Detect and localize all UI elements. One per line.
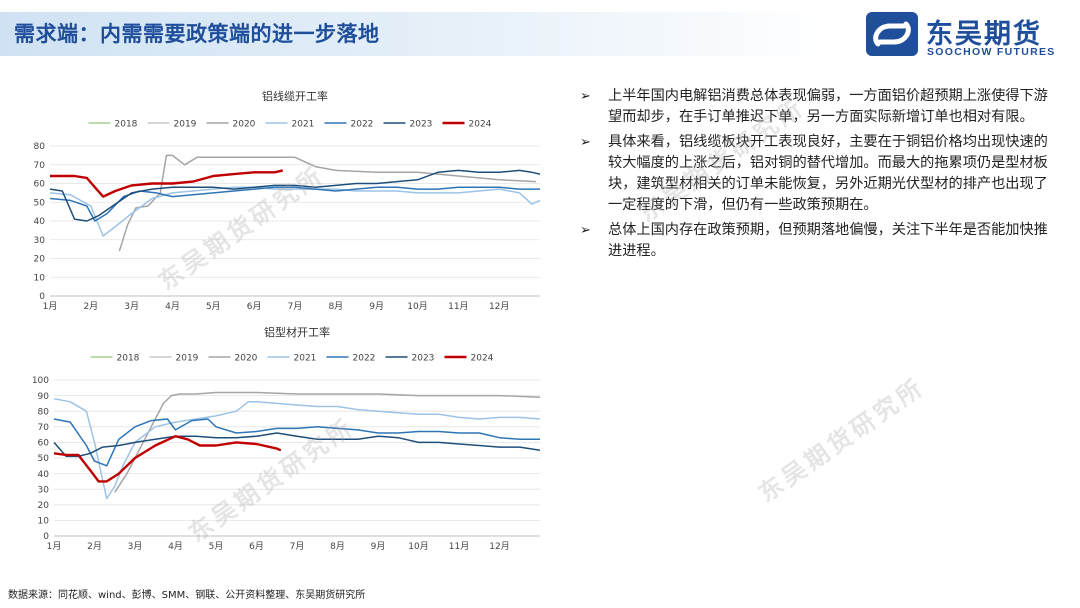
series-line-2022 bbox=[53, 418, 540, 467]
y-tick-label: 30 bbox=[38, 485, 50, 495]
x-tick-label: 12月 bbox=[489, 541, 509, 552]
watermark-text: 东吴期货研究所 bbox=[753, 372, 931, 508]
y-tick-label: 0 bbox=[43, 532, 49, 542]
cable-operating-rate-chart: 铝线缆开工率 2018 2019 2020 2021 2022 2023 2024 0 10 20 3… bbox=[28, 84, 548, 316]
x-tick-label: 8月 bbox=[328, 301, 343, 312]
x-tick-label: 10月 bbox=[408, 541, 428, 552]
y-tick-label: 20 bbox=[34, 255, 46, 265]
x-tick-label: 4月 bbox=[168, 541, 183, 552]
y-tick-label: 60 bbox=[38, 439, 50, 449]
legend-label: 2022 bbox=[353, 354, 376, 364]
legend-label: 2020 bbox=[233, 120, 256, 130]
soochow-logo-icon bbox=[866, 12, 918, 56]
legend-label: 2018 bbox=[117, 354, 140, 364]
legend-label: 2018 bbox=[115, 120, 138, 130]
x-tick-label: 6月 bbox=[249, 541, 264, 552]
bullet-item: ➢ 具体来看，铝线缆板块开工表现良好，主要在于铜铝价格均出现快速的较大幅度的上涨… bbox=[578, 132, 1048, 216]
arrow-bullet-icon: ➢ bbox=[580, 89, 591, 104]
y-tick-label: 40 bbox=[34, 217, 46, 227]
x-tick-label: 5月 bbox=[209, 541, 224, 552]
x-tick-label: 8月 bbox=[330, 541, 345, 552]
y-tick-label: 10 bbox=[38, 517, 50, 527]
legend-label: 2024 bbox=[471, 354, 494, 364]
y-tick-label: 60 bbox=[34, 180, 46, 190]
bullet-item: ➢ 总体上国内存在政策预期，但预期落地偏慢，关注下半年是否能加快推进进程。 bbox=[578, 220, 1048, 262]
chart-title: 铝型材开工率 bbox=[264, 325, 330, 339]
y-tick-label: 80 bbox=[38, 407, 50, 417]
y-tick-label: 50 bbox=[34, 198, 46, 208]
y-tick-label: 70 bbox=[38, 423, 50, 433]
y-tick-label: 70 bbox=[34, 161, 46, 171]
x-tick-label: 12月 bbox=[489, 301, 509, 312]
x-tick-label: 7月 bbox=[288, 301, 303, 312]
chart-title: 铝线缆开工率 bbox=[262, 89, 328, 103]
series-line-2020 bbox=[118, 154, 536, 252]
legend-label: 2019 bbox=[176, 354, 199, 364]
y-tick-label: 90 bbox=[38, 392, 50, 402]
legend-label: 2023 bbox=[412, 354, 435, 364]
x-tick-label: 9月 bbox=[371, 541, 386, 552]
logo-english-text: SOOCHOW FUTURES bbox=[927, 46, 1056, 58]
page-title: 需求端：内需需要政策端的进一步落地 bbox=[14, 22, 380, 46]
y-tick-label: 100 bbox=[32, 376, 49, 386]
slide-header: 需求端：内需需要政策端的进一步落地 东吴期货 SOOCHOW FUTURES bbox=[0, 0, 1080, 68]
company-logo: 东吴期货 SOOCHOW FUTURES bbox=[864, 10, 1074, 60]
y-tick-label: 40 bbox=[38, 470, 50, 480]
y-tick-label: 10 bbox=[34, 273, 46, 283]
bullet-text: 总体上国内存在政策预期，但预期落地偏慢，关注下半年是否能加快推进进程。 bbox=[608, 222, 1048, 259]
x-tick-label: 9月 bbox=[369, 301, 384, 312]
y-tick-label: 30 bbox=[34, 236, 46, 246]
profile-operating-rate-chart: 铝型材开工率 2018 2019 2020 2021 2022 2023 2024 0 10 20 3… bbox=[28, 318, 548, 558]
y-tick-label: 80 bbox=[34, 142, 46, 152]
series-line-2021 bbox=[49, 186, 541, 237]
legend-label: 2020 bbox=[235, 354, 258, 364]
x-tick-label: 3月 bbox=[124, 301, 139, 312]
series-line-2022 bbox=[49, 186, 540, 222]
x-tick-label: 6月 bbox=[247, 301, 262, 312]
x-tick-label: 3月 bbox=[128, 541, 143, 552]
bullet-text: 具体来看，铝线缆板块开工表现良好，主要在于铜铝价格均出现快速的较大幅度的上涨之后… bbox=[608, 134, 1048, 213]
legend-label: 2024 bbox=[469, 120, 492, 130]
legend-label: 2021 bbox=[294, 354, 317, 364]
series-line-2024 bbox=[53, 434, 282, 483]
x-tick-label: 10月 bbox=[407, 301, 427, 312]
series-line-2024 bbox=[50, 169, 284, 198]
x-tick-label: 5月 bbox=[206, 301, 221, 312]
logo-chinese-text: 东吴期货 bbox=[926, 19, 1042, 50]
series-line-2023 bbox=[53, 432, 541, 458]
title-bar bbox=[0, 12, 830, 56]
x-tick-label: 11月 bbox=[448, 301, 468, 312]
legend-label: 2023 bbox=[410, 120, 433, 130]
commentary-bullets: ➢ 上半年国内电解铝消费总体表现偏弱，一方面铝价超预期上涨使得下游望而却步，在手… bbox=[578, 86, 1048, 266]
x-tick-label: 1月 bbox=[47, 541, 62, 552]
x-tick-label: 11月 bbox=[449, 541, 469, 552]
y-tick-label: 20 bbox=[38, 501, 50, 511]
x-tick-label: 4月 bbox=[165, 301, 180, 312]
legend-label: 2021 bbox=[292, 120, 315, 130]
x-tick-label: 7月 bbox=[290, 541, 305, 552]
cable-chart-svg: 铝线缆开工率 2018 2019 2020 2021 2022 2023 2024 0 10 20 3… bbox=[34, 89, 541, 312]
series-line-2023 bbox=[49, 169, 541, 222]
bullet-item: ➢ 上半年国内电解铝消费总体表现偏弱，一方面铝价超预期上涨使得下游望而却步，在手… bbox=[578, 86, 1048, 128]
profile-chart-svg: 铝型材开工率 2018 2019 2020 2021 2022 2023 2024 0 10 20 3… bbox=[32, 325, 541, 552]
legend-label: 2019 bbox=[174, 120, 197, 130]
y-tick-label: 0 bbox=[39, 292, 45, 302]
x-tick-label: 2月 bbox=[87, 541, 102, 552]
legend-label: 2022 bbox=[351, 120, 374, 130]
arrow-bullet-icon: ➢ bbox=[580, 135, 591, 150]
series-line-2021 bbox=[53, 397, 541, 500]
y-tick-label: 50 bbox=[38, 454, 50, 464]
x-tick-label: 2月 bbox=[83, 301, 98, 312]
x-tick-label: 1月 bbox=[43, 301, 58, 312]
data-source-note: 数据来源：同花顺、wind、彭博、SMM、钢联、公开资料整理、东吴期货研究所 bbox=[8, 590, 366, 601]
arrow-bullet-icon: ➢ bbox=[580, 223, 591, 238]
bullet-text: 上半年国内电解铝消费总体表现偏弱，一方面铝价超预期上涨使得下游望而却步，在手订单… bbox=[608, 88, 1048, 125]
